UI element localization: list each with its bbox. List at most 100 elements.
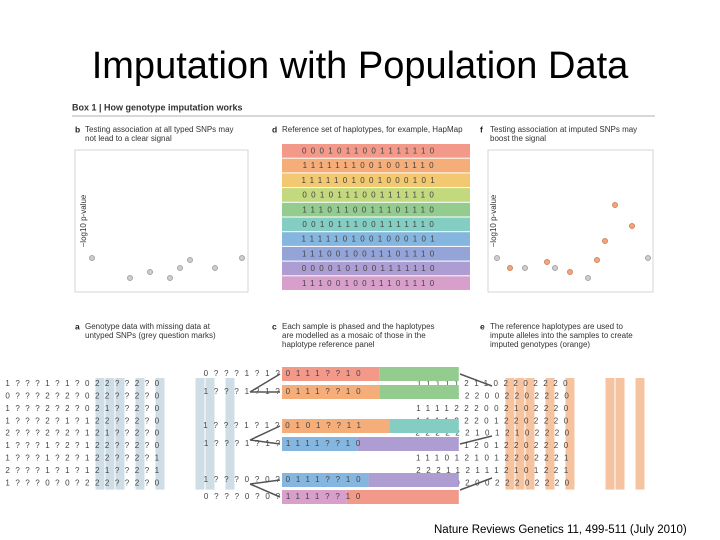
column-shade [565, 378, 575, 490]
column-shade [515, 378, 525, 490]
column-shade [545, 378, 555, 490]
panel-text: The reference haplotypes are used to [490, 322, 624, 331]
haplotype-row [282, 188, 470, 202]
mosaic-row: 1???0?0?0111??10 [204, 475, 367, 484]
haplotype: 0010111001111110 [302, 191, 438, 200]
column-shade [605, 378, 615, 490]
mosaic-seg [282, 385, 380, 399]
panel-text: haplotype reference panel [282, 340, 375, 349]
point [567, 269, 573, 275]
column-shade [115, 378, 125, 490]
plot-frame-b [74, 149, 249, 293]
point [507, 265, 513, 271]
haplotype: 0010111001111110 [302, 220, 438, 229]
point [147, 269, 153, 275]
point [167, 275, 173, 281]
genotype-row: 1220020022202220 [415, 478, 574, 487]
haplotype: 1110010011101110 [302, 279, 438, 288]
panel-text: Reference set of haplotypes, for example… [282, 125, 463, 134]
mosaic-seg [282, 437, 358, 451]
genotype-row: 1???1?2?122??2?0 [5, 441, 164, 450]
genotype-row: 0011222002202220 [416, 392, 575, 401]
panel-letter: c [272, 321, 277, 331]
column-shade [505, 378, 515, 490]
genotype-row: 1111222012202220 [416, 416, 573, 425]
genotype-row: 1111121102202220 [417, 379, 573, 388]
point [187, 257, 193, 263]
mosaic-seg [282, 490, 347, 504]
point [89, 255, 95, 261]
mosaic-seg [282, 367, 380, 381]
column-shade [195, 378, 205, 490]
mosaic-seg [379, 367, 459, 381]
point [177, 265, 183, 271]
column-shade [135, 378, 145, 490]
point [544, 259, 550, 265]
haplotype: 1110010011101110 [302, 249, 438, 258]
haplotype-row [282, 261, 470, 276]
point [602, 238, 608, 244]
column-shade [205, 378, 215, 490]
panel-letter: e [480, 321, 485, 331]
panel-text: are modelled as a mosaic of those in the [282, 331, 426, 340]
haplotype: 1111101001000101 [301, 176, 439, 185]
point [212, 265, 218, 271]
genotype-row: 2???2?2?121??2?0 [5, 429, 164, 438]
haplotype-row [282, 246, 470, 261]
panel-text: Testing association at imputed SNPs may [490, 125, 637, 134]
point [552, 265, 558, 271]
haplotype: 1110110011101110 [302, 205, 438, 214]
panel-text: Genotype data with missing data at [85, 322, 211, 331]
genotype-row: 1111222002102220 [416, 404, 573, 413]
point [645, 255, 651, 261]
point [494, 255, 500, 261]
mosaic-row: 1???1?1?0101??11 [203, 421, 366, 430]
column-shade [155, 378, 165, 490]
genotype-row: 1???2?2?021??2?0 [5, 404, 164, 413]
genotype-row: 2222221012102220 [415, 429, 574, 438]
column-shade [525, 378, 535, 490]
mosaic-row: 1???1?1?1111??10 [204, 439, 366, 448]
haplotype-row [282, 144, 470, 158]
genotype-row: 1111212012202220 [416, 441, 573, 450]
haplotype-row [282, 276, 470, 290]
column-shade [105, 378, 115, 490]
column-shade [615, 378, 625, 490]
haplotype-row [282, 217, 470, 232]
panel-text: imputed genotypes (orange) [490, 340, 590, 349]
panel-letter: f [480, 124, 483, 134]
mosaic-seg [368, 473, 459, 487]
panel-text: impute alleles into the samples to creat… [490, 331, 633, 340]
mosaic-row: 0???1?1?0111??10 [204, 369, 367, 378]
column-shade [225, 378, 235, 490]
genotype-row: 2221121112101221 [416, 466, 573, 475]
genotype-row: 1???1?1?022??2?0 [5, 379, 164, 388]
point [239, 255, 245, 261]
mosaic-row: 1???1?1?0111??10 [204, 387, 367, 396]
genotype-row: 0???2?2?022??2?0 [5, 392, 164, 401]
genotype-row: 2???1?1?121??2?1 [5, 466, 164, 475]
mosaic-seg [379, 385, 459, 399]
mosaic-seg [282, 473, 369, 487]
genotype-row: 1110121012202221 [416, 454, 574, 463]
point [594, 257, 600, 263]
panel-letter: d [272, 124, 277, 134]
haplotype: 1111111001001110 [303, 161, 438, 170]
mosaic-seg [390, 419, 459, 433]
haplotype-row [282, 158, 470, 173]
column-shade [635, 378, 645, 490]
mosaic-seg [282, 419, 390, 433]
panel-letter: b [75, 124, 80, 134]
genotype-row: 1???0?0?222??2?0 [5, 478, 164, 487]
y-label: −log10 p-value [489, 194, 498, 247]
column-shade [95, 378, 105, 490]
point [522, 265, 528, 271]
y-label: −log10 p-value [79, 194, 88, 247]
arrows [249, 373, 493, 498]
box-title: Box 1 | How genotype imputation works [72, 102, 243, 112]
haplotype-row [282, 232, 470, 246]
mosaic-row: 0???0?0?1111??10 [204, 492, 366, 501]
haplotype: 0000101001111110 [302, 264, 439, 273]
panel-text: boost the signal [490, 134, 546, 143]
